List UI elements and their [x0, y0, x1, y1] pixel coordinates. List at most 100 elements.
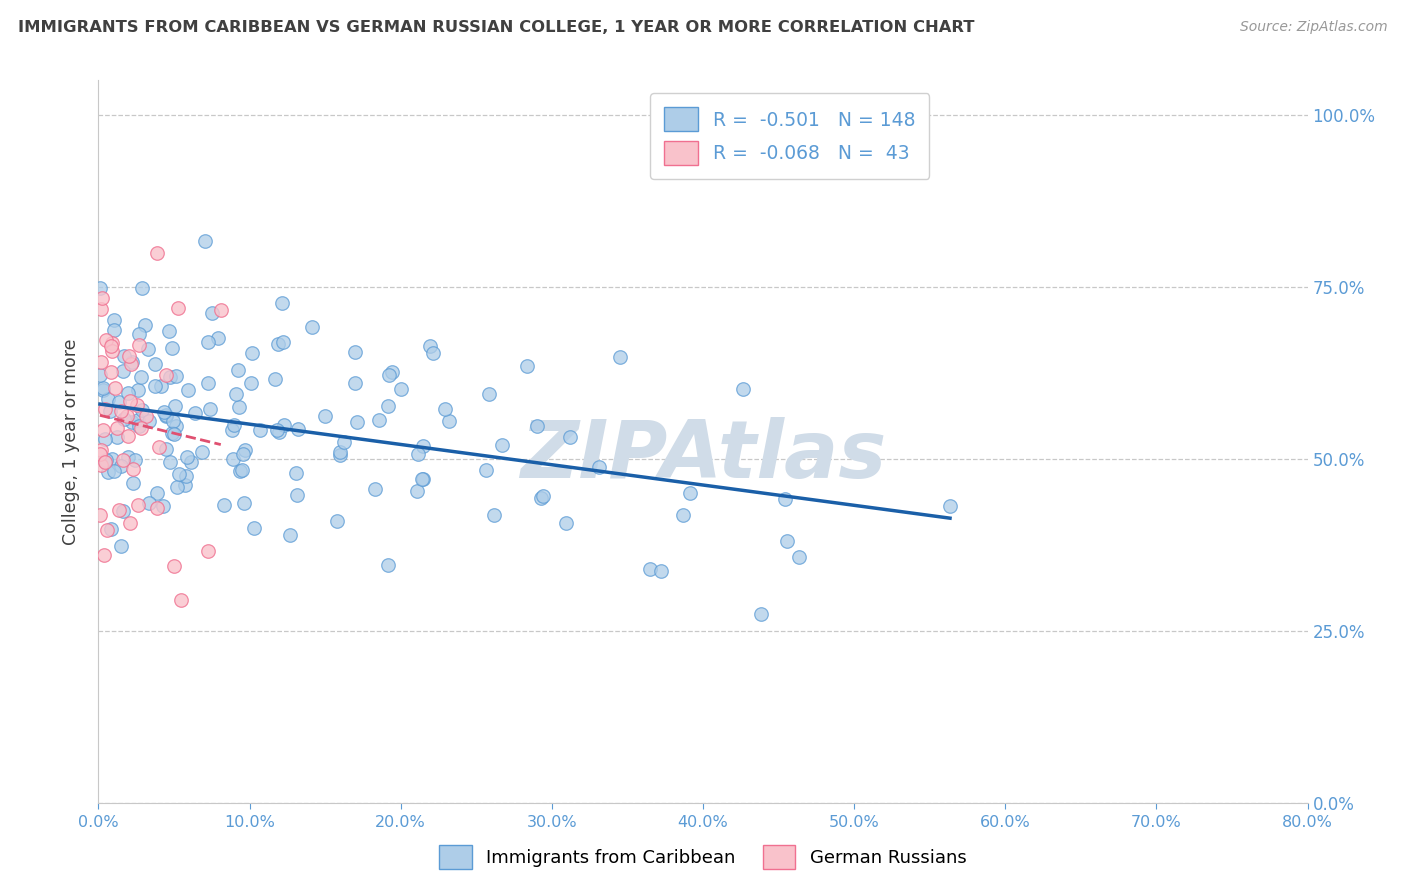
- Point: [177, 384, 200, 398]
- Point: [516, 359, 538, 373]
- Legend: Immigrants from Caribbean, German Russians: Immigrants from Caribbean, German Russia…: [432, 838, 974, 876]
- Point: [148, 440, 170, 454]
- Point: [122, 475, 145, 490]
- Point: [267, 425, 290, 439]
- Point: [733, 382, 755, 396]
- Point: [94, 455, 117, 469]
- Point: [146, 246, 169, 260]
- Point: [284, 467, 307, 481]
- Point: [160, 426, 183, 441]
- Point: [165, 399, 187, 413]
- Point: [125, 398, 148, 412]
- Point: [679, 486, 702, 500]
- Point: [121, 415, 143, 429]
- Point: [263, 372, 285, 386]
- Point: [588, 459, 610, 474]
- Point: [226, 362, 249, 376]
- Point: [273, 418, 295, 433]
- Point: [231, 463, 253, 477]
- Point: [474, 463, 496, 477]
- Point: [97, 392, 120, 406]
- Point: [112, 504, 135, 518]
- Point: [118, 516, 141, 530]
- Point: [129, 421, 152, 435]
- Point: [98, 404, 121, 418]
- Point: [344, 345, 367, 359]
- Point: [776, 533, 799, 548]
- Point: [131, 402, 153, 417]
- Point: [94, 452, 117, 467]
- Point: [412, 472, 434, 486]
- Point: [609, 350, 631, 364]
- Point: [526, 419, 548, 434]
- Point: [155, 409, 177, 423]
- Point: [160, 342, 183, 356]
- Point: [121, 355, 143, 369]
- Point: [773, 491, 796, 506]
- Point: [91, 383, 114, 397]
- Point: [143, 379, 166, 393]
- Point: [127, 412, 149, 426]
- Point: [96, 333, 118, 347]
- Point: [134, 318, 156, 332]
- Point: [163, 558, 186, 573]
- Point: [112, 452, 135, 467]
- Point: [129, 370, 152, 384]
- Point: [111, 364, 134, 378]
- Point: [271, 334, 294, 349]
- Point: [381, 365, 404, 379]
- Point: [197, 334, 219, 349]
- Point: [267, 337, 290, 351]
- Point: [96, 523, 118, 537]
- Point: [146, 501, 169, 516]
- Point: [558, 430, 581, 444]
- Point: [153, 405, 176, 419]
- Point: [176, 450, 198, 465]
- Point: [103, 323, 125, 337]
- Point: [271, 296, 294, 310]
- Point: [100, 365, 122, 379]
- Point: [108, 503, 131, 517]
- Point: [412, 439, 434, 453]
- Point: [165, 368, 187, 383]
- Point: [155, 442, 177, 456]
- Point: [197, 376, 219, 390]
- Point: [90, 355, 112, 369]
- Point: [301, 320, 323, 334]
- Point: [287, 421, 309, 435]
- Point: [166, 301, 188, 315]
- Point: [110, 459, 132, 474]
- Point: [162, 414, 184, 428]
- Point: [939, 499, 962, 513]
- Point: [159, 455, 181, 469]
- Point: [209, 303, 232, 318]
- Point: [135, 409, 157, 423]
- Point: [105, 430, 128, 444]
- Point: [127, 499, 149, 513]
- Point: [90, 291, 112, 305]
- Point: [157, 324, 180, 338]
- Point: [749, 607, 772, 621]
- Point: [155, 409, 177, 423]
- Point: [165, 419, 187, 434]
- Point: [232, 495, 254, 509]
- Point: [377, 558, 399, 572]
- Point: [249, 423, 271, 437]
- Point: [285, 488, 308, 502]
- Point: [89, 508, 111, 522]
- Point: [180, 455, 202, 469]
- Point: [112, 349, 135, 363]
- Point: [405, 484, 427, 499]
- Point: [191, 445, 214, 459]
- Point: [482, 508, 505, 523]
- Point: [90, 302, 112, 317]
- Point: [638, 562, 661, 576]
- Point: [128, 327, 150, 342]
- Point: [266, 423, 288, 437]
- Point: [90, 458, 112, 472]
- Point: [207, 331, 229, 345]
- Point: [166, 480, 188, 494]
- Point: [128, 338, 150, 352]
- Point: [117, 428, 139, 442]
- Point: [221, 423, 243, 437]
